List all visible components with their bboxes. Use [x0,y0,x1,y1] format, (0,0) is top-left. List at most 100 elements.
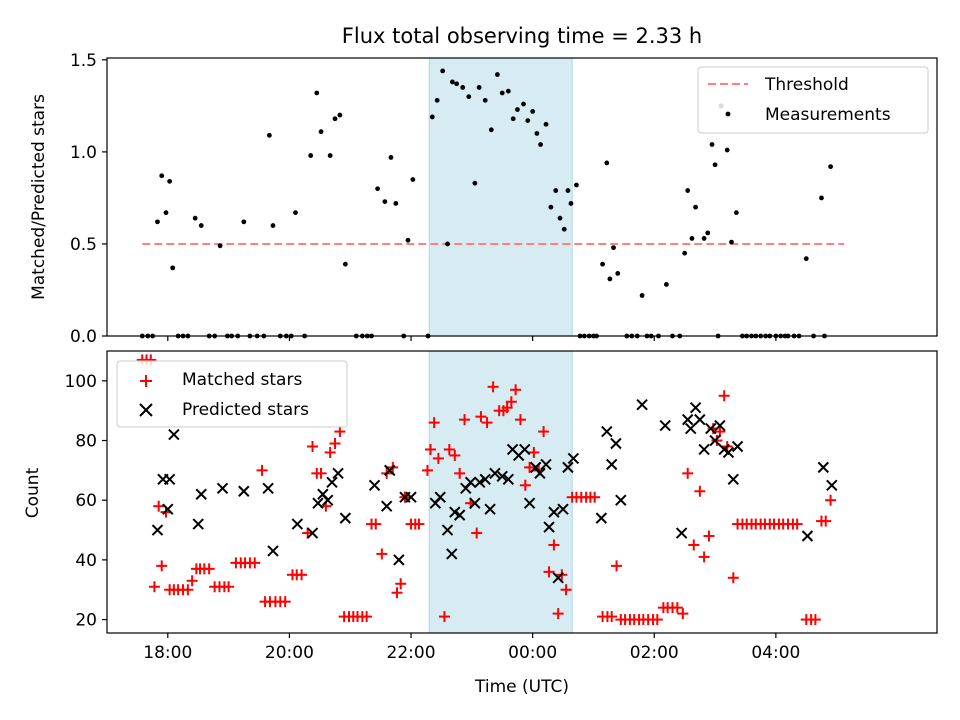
predicted-marker-b [291,518,304,530]
top-legend-box [697,66,929,134]
predicted-star-point [615,494,627,506]
matched-star-point [727,572,739,584]
measurement-point [466,94,472,100]
predicted-star-point [434,491,446,503]
predicted-star-point [262,482,274,494]
matched-star-point [391,587,403,599]
measurement-point [494,72,500,77]
predicted-star-point [540,458,552,471]
measurement-point [515,107,520,112]
measurement-point [393,201,399,206]
measurement-point [318,129,324,135]
predicted-star-point [322,494,334,506]
predicted-marker-b [484,503,496,515]
predicted-star-point [469,497,481,509]
predicted-star-point [689,401,702,414]
predicted-star-point [552,572,564,584]
predicted-star-point [698,443,710,456]
matched-star-point [543,566,555,578]
measurement-point [241,219,247,225]
predicted-star-point [446,548,458,560]
measurement-point [460,85,466,90]
measurement-point [266,132,272,138]
measurement-point [543,121,549,127]
matched-star-point [153,500,165,512]
bottom-plot-frame [106,350,938,634]
matched-star-point [449,449,461,461]
predicted-star-point [595,512,608,524]
predicted-marker-b [192,518,204,530]
predicted-marker-b [731,440,744,453]
matched-star-point [376,548,388,560]
matched-star-point [361,611,373,623]
legend-threshold-label: Threshold [764,75,849,95]
measurement-point [332,116,338,122]
predicted-star-point [195,488,207,500]
predicted-marker-b [332,467,344,480]
measurement-point [568,201,574,206]
matched-star-point [589,491,601,503]
top-shaded-interval [428,57,573,337]
legend-matched-label: Matched stars [182,370,302,390]
legend-measurements-swatch [725,111,731,117]
matched-star-point [698,551,710,563]
matched-star-point [560,584,572,596]
matched-star-point [688,539,700,551]
matched-star-point [443,443,455,455]
measurement-point [405,237,411,243]
predicted-star-point [291,518,304,530]
matched-star-point [459,414,471,426]
measurement-point [342,261,348,267]
predicted-star-point [543,521,555,533]
predicted-marker-b [552,572,564,584]
predicted-star-point [151,524,164,536]
predicted-marker-b [727,473,740,486]
predicted-marker-b [162,503,174,515]
matched-star-point [711,435,723,447]
measurement-point [600,261,605,267]
measurement-point [163,210,169,216]
predicted-star-point [479,473,491,486]
predicted-star-point [605,458,618,471]
predicted-star-point [534,467,546,480]
matched-star-point [606,611,618,623]
predicted-star-point [496,470,508,483]
matched-star-point [677,608,689,620]
measurement-point [337,112,343,118]
predicted-marker-b [698,443,710,456]
matched-star-point [475,411,487,423]
matched-star-point [279,596,291,608]
measurement-point [530,108,536,114]
matched-star-point [256,464,268,476]
matched-star-point [714,426,726,438]
bottom-axes-layer: 20 40 60 80 100 18:00 20:00 22:00 00:00 02:00 04:0… [65,372,801,663]
predicted-marker-b [694,413,706,426]
bottom-y-tick-label: 40 [75,551,97,571]
predicted-marker-b [326,476,338,489]
top-plot-frame [106,57,938,337]
predicted-star-point [306,527,319,539]
predicted-marker-b [380,500,393,512]
predicted-marker-b [434,491,446,503]
predicted-star-point [694,413,706,426]
predicted-marker-b [151,524,164,536]
measurement-point [382,199,388,205]
legend-matched-swatch [140,375,152,387]
matched-star-point [552,608,564,620]
measurement-point [607,276,613,282]
matched-star-point [223,581,235,593]
measurement-point [611,245,616,251]
measurement-point [712,162,718,168]
predicted-star-point [502,473,515,486]
predicted-star-point [332,467,344,480]
matched-star-point [682,467,694,479]
matched-star-point [651,614,663,626]
measurements-points-layer [139,68,833,339]
matched-star-point [421,464,433,476]
matched-star-point [428,417,440,429]
predicted-star-point [567,452,580,465]
legend-predicted-swatch [139,403,153,417]
predicted-star-point [384,464,396,477]
predicted-marker-b [496,470,508,483]
